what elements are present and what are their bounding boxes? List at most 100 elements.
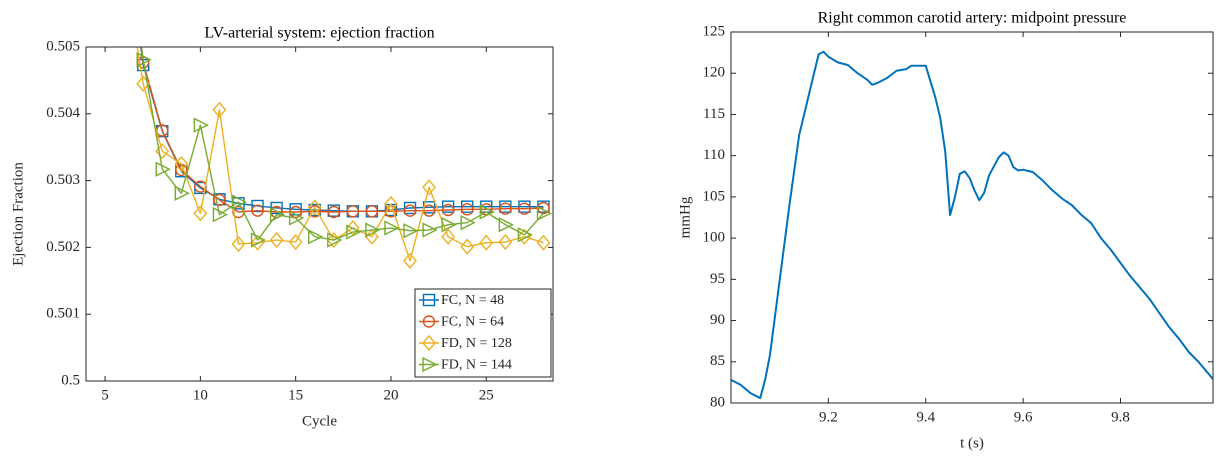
marker bbox=[327, 232, 343, 248]
marker bbox=[269, 231, 284, 249]
legend-box bbox=[414, 288, 552, 378]
marker bbox=[460, 215, 476, 231]
x-tick-label: 9.4 bbox=[916, 409, 935, 425]
legend-marker bbox=[422, 293, 436, 307]
marker bbox=[441, 217, 457, 233]
marker bbox=[212, 207, 228, 223]
marker bbox=[251, 204, 264, 217]
legend-marker bbox=[422, 356, 438, 373]
marker bbox=[441, 203, 455, 217]
marker bbox=[346, 205, 360, 218]
marker bbox=[517, 228, 532, 245]
axes-box bbox=[85, 46, 554, 382]
marker bbox=[422, 179, 437, 196]
marker bbox=[365, 222, 381, 238]
plot-area bbox=[731, 50, 1213, 400]
marker bbox=[174, 185, 190, 201]
marker bbox=[403, 204, 417, 217]
marker bbox=[308, 229, 324, 245]
legend-label: FC, N = 64 bbox=[441, 315, 504, 330]
marker bbox=[498, 217, 514, 233]
legend-label: FD, N = 144 bbox=[441, 358, 512, 373]
y-tick-label: 105 bbox=[703, 188, 726, 204]
marker bbox=[251, 199, 264, 213]
marker bbox=[193, 117, 209, 133]
y-tick-label: 0.505 bbox=[46, 38, 80, 54]
marker bbox=[461, 203, 474, 216]
marker bbox=[346, 224, 362, 240]
legend-label: FD, N = 128 bbox=[441, 336, 512, 351]
marker bbox=[327, 205, 340, 219]
y-tick-label: 110 bbox=[703, 147, 725, 163]
x-tick-label: 5 bbox=[101, 387, 109, 403]
marker bbox=[479, 204, 495, 220]
marker bbox=[384, 195, 398, 213]
marker bbox=[231, 194, 248, 210]
axes-box bbox=[730, 31, 1214, 404]
series-line bbox=[140, 47, 544, 241]
y-tick-label: 0.504 bbox=[46, 105, 80, 121]
y-tick-label: 90 bbox=[710, 312, 725, 328]
marker bbox=[288, 210, 305, 226]
marker bbox=[308, 205, 321, 218]
marker bbox=[517, 227, 533, 243]
y-axis-label: Ejection Fraction bbox=[10, 162, 26, 266]
x-tick-label: 9.8 bbox=[1111, 409, 1130, 425]
y-tick-label: 125 bbox=[703, 23, 726, 39]
marker bbox=[136, 52, 152, 68]
x-tick-label: 15 bbox=[288, 387, 303, 403]
y-tick-label: 0.5 bbox=[61, 372, 80, 388]
marker bbox=[384, 220, 400, 236]
y-tick-label: 100 bbox=[703, 230, 726, 246]
marker bbox=[518, 202, 531, 215]
y-tick-label: 85 bbox=[710, 353, 725, 369]
y-axis-label: mmHg bbox=[677, 196, 693, 238]
series-line bbox=[731, 50, 1213, 400]
marker bbox=[403, 252, 417, 269]
marker bbox=[250, 234, 265, 251]
marker bbox=[441, 228, 456, 245]
legend-marker bbox=[422, 315, 436, 328]
marker bbox=[403, 223, 419, 239]
y-tick-label: 0.502 bbox=[46, 239, 80, 255]
x-tick-label: 9.2 bbox=[819, 409, 838, 425]
x-tick-label: 9.6 bbox=[1014, 409, 1033, 425]
marker bbox=[155, 161, 171, 177]
x-axis-label: Cycle bbox=[302, 413, 337, 429]
marker bbox=[213, 193, 226, 207]
y-tick-label: 0.501 bbox=[46, 306, 80, 322]
chart-title: Right common carotid artery: midpoint pr… bbox=[818, 10, 1127, 27]
series-line bbox=[139, 47, 544, 213]
y-tick-label: 115 bbox=[703, 106, 725, 122]
x-axis-label: t (s) bbox=[960, 435, 984, 451]
legend-label: FC, N = 48 bbox=[441, 293, 504, 308]
chart-title: LV-arterial system: ejection fraction bbox=[204, 25, 434, 42]
marker bbox=[365, 205, 379, 218]
marker bbox=[212, 101, 227, 118]
marker bbox=[441, 200, 455, 213]
marker bbox=[499, 202, 512, 215]
marker bbox=[174, 155, 189, 172]
marker bbox=[479, 234, 494, 251]
y-tick-label: 0.503 bbox=[46, 172, 80, 188]
marker bbox=[307, 199, 322, 216]
plot-area bbox=[136, 47, 553, 269]
marker bbox=[231, 235, 246, 253]
x-tick-label: 20 bbox=[383, 387, 398, 403]
x-tick-label: 10 bbox=[193, 387, 208, 403]
series-line bbox=[140, 47, 544, 213]
marker bbox=[536, 205, 553, 221]
marker bbox=[536, 234, 551, 251]
marker bbox=[498, 233, 513, 251]
y-tick-label: 95 bbox=[710, 271, 725, 287]
marker bbox=[288, 233, 303, 251]
marker bbox=[364, 228, 379, 245]
y-tick-label: 80 bbox=[710, 394, 725, 410]
x-tick-label: 25 bbox=[479, 387, 494, 403]
y-tick-label: 120 bbox=[703, 65, 726, 81]
marker bbox=[460, 238, 475, 255]
marker bbox=[269, 207, 286, 223]
marker bbox=[250, 232, 267, 248]
marker bbox=[193, 205, 208, 222]
